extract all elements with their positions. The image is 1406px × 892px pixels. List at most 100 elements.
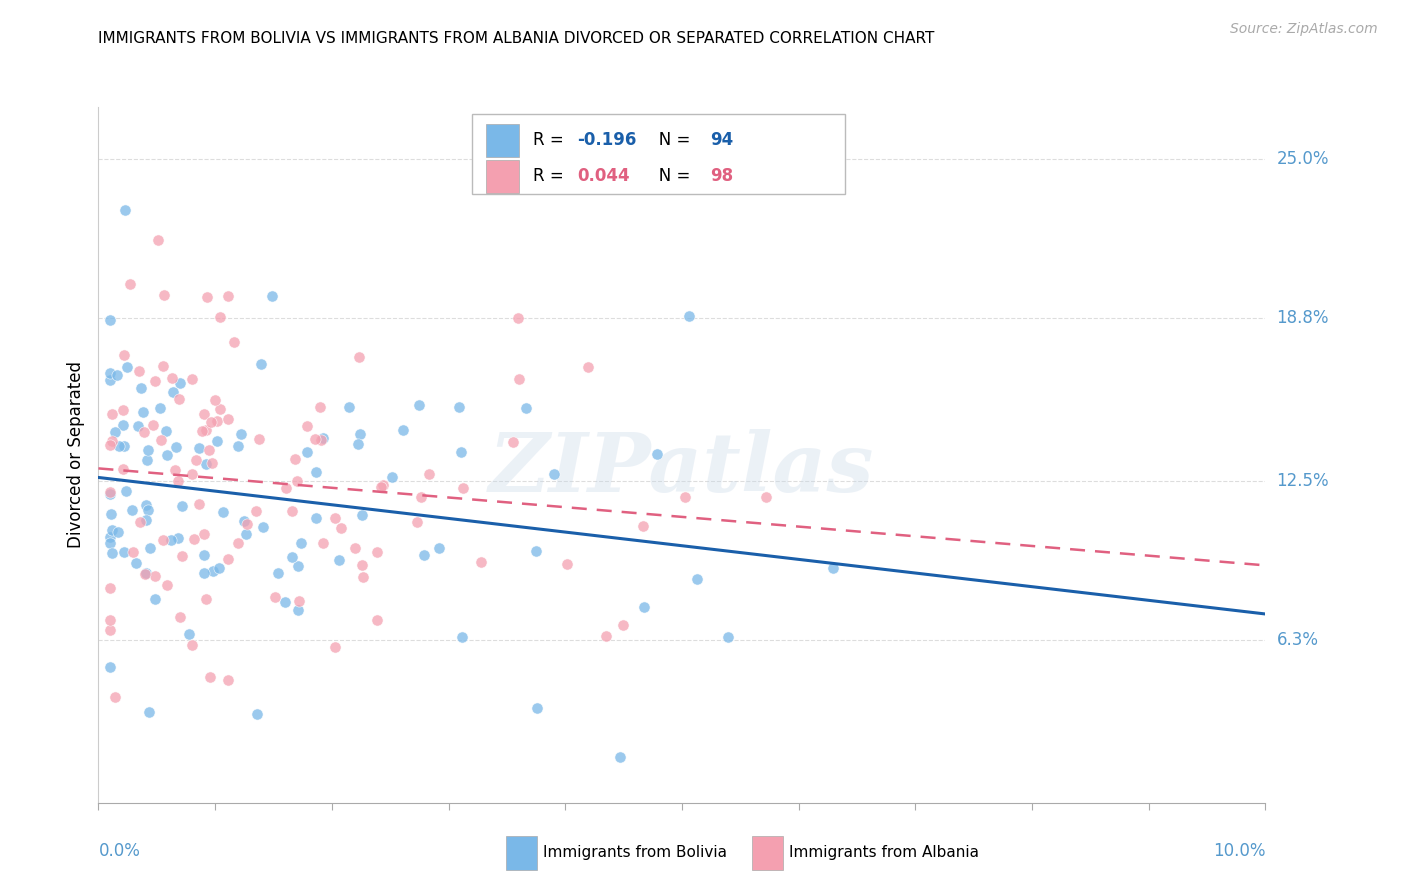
Point xyxy=(160,371,183,385)
Point xyxy=(128,364,150,378)
Point xyxy=(153,288,176,302)
Point xyxy=(143,569,166,583)
Text: 10.0%: 10.0% xyxy=(1213,842,1265,860)
Point xyxy=(143,592,166,607)
Point xyxy=(515,401,537,415)
Point xyxy=(193,548,215,562)
Point xyxy=(309,433,332,447)
Point xyxy=(391,423,413,437)
Point xyxy=(346,437,368,451)
Point xyxy=(98,438,121,452)
Point xyxy=(304,432,326,446)
Text: ZIPatlas: ZIPatlas xyxy=(489,429,875,508)
Point xyxy=(325,640,347,654)
Point xyxy=(595,629,617,643)
Point xyxy=(217,673,239,688)
Point xyxy=(218,552,240,566)
Point xyxy=(195,290,218,304)
Point xyxy=(524,543,547,558)
Point xyxy=(136,443,159,458)
Point xyxy=(447,401,470,415)
Point xyxy=(183,533,205,547)
Point xyxy=(114,483,136,498)
Point xyxy=(98,536,121,550)
Point xyxy=(127,419,149,434)
Point xyxy=(98,660,121,674)
Point xyxy=(111,403,134,417)
Point xyxy=(98,366,121,380)
Point xyxy=(252,519,274,533)
Point xyxy=(124,556,146,570)
Point xyxy=(167,475,190,489)
Point xyxy=(287,474,309,488)
Point xyxy=(121,503,143,517)
Point xyxy=(576,359,599,374)
Point xyxy=(311,431,333,445)
Point xyxy=(198,443,221,458)
Point xyxy=(179,627,201,641)
Point xyxy=(134,425,156,440)
Point xyxy=(343,541,366,555)
Point xyxy=(149,433,172,447)
Point xyxy=(323,510,346,524)
Point xyxy=(470,555,492,569)
Point xyxy=(98,531,121,545)
Point xyxy=(755,490,778,504)
Point xyxy=(352,570,374,584)
Point xyxy=(169,376,191,391)
Point xyxy=(373,478,395,492)
Point xyxy=(149,401,172,415)
Point xyxy=(156,577,179,591)
Point xyxy=(645,447,668,461)
Point xyxy=(181,638,204,652)
Point xyxy=(408,398,430,412)
Text: Source: ZipAtlas.com: Source: ZipAtlas.com xyxy=(1230,22,1378,37)
FancyBboxPatch shape xyxy=(472,114,845,194)
Point xyxy=(328,552,350,566)
Point xyxy=(281,549,304,564)
Point xyxy=(418,467,440,481)
Point xyxy=(167,531,190,545)
Point xyxy=(201,456,224,470)
Point xyxy=(112,439,135,453)
Point xyxy=(193,566,215,581)
Point xyxy=(349,351,371,365)
Point xyxy=(427,541,450,555)
Point xyxy=(136,452,159,467)
Point xyxy=(100,546,122,560)
Point xyxy=(287,558,309,573)
Point xyxy=(112,348,135,362)
Point xyxy=(98,624,121,638)
Point xyxy=(107,525,129,540)
Point xyxy=(169,610,191,624)
Point xyxy=(281,504,304,518)
Point xyxy=(98,581,121,595)
Point xyxy=(229,427,252,442)
Point xyxy=(508,311,530,326)
Point xyxy=(193,527,215,541)
Point xyxy=(172,549,194,564)
Point xyxy=(138,705,160,719)
Point xyxy=(330,521,353,535)
Point xyxy=(246,706,269,721)
Point xyxy=(555,558,578,572)
Point xyxy=(262,289,284,303)
Point xyxy=(105,368,128,382)
Point xyxy=(609,750,631,764)
Point xyxy=(312,536,335,550)
Point xyxy=(366,545,388,559)
Text: IMMIGRANTS FROM BOLIVIA VS IMMIGRANTS FROM ALBANIA DIVORCED OR SEPARATED CORRELA: IMMIGRANTS FROM BOLIVIA VS IMMIGRANTS FR… xyxy=(98,31,935,46)
Point xyxy=(502,435,524,450)
Point xyxy=(107,439,129,453)
Text: -0.196: -0.196 xyxy=(576,131,637,149)
Y-axis label: Divorced or Separated: Divorced or Separated xyxy=(66,361,84,549)
Text: 0.044: 0.044 xyxy=(576,168,630,186)
Point xyxy=(122,545,145,559)
Point xyxy=(120,277,142,292)
Point xyxy=(247,432,270,446)
Point xyxy=(146,233,169,247)
Point xyxy=(263,590,285,604)
Point xyxy=(181,467,204,481)
Text: N =: N = xyxy=(644,168,696,186)
Point xyxy=(112,545,135,559)
